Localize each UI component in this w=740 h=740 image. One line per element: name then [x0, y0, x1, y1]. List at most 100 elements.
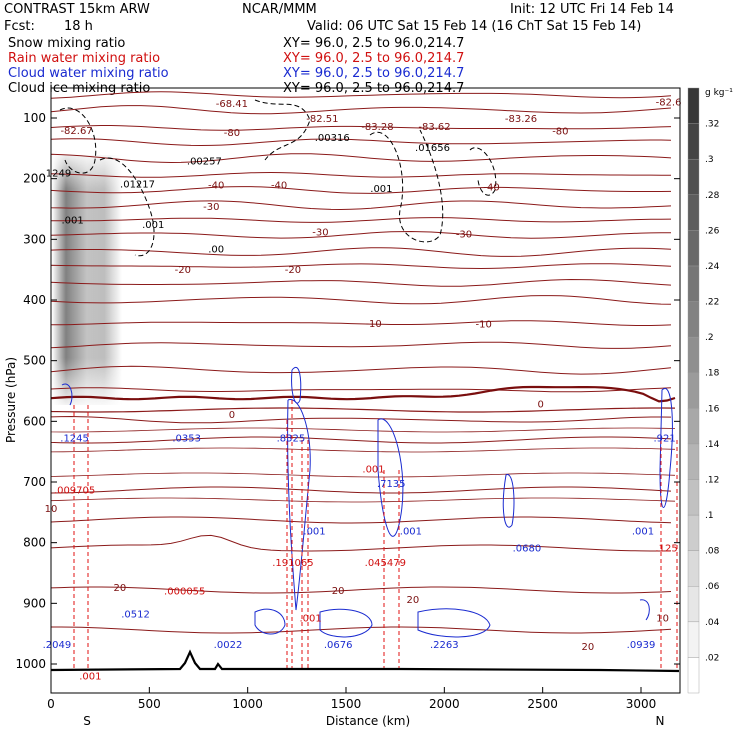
cloud-water-contour	[377, 418, 404, 537]
x-tick-label: 2500	[527, 697, 558, 711]
isotherm-line	[51, 200, 672, 211]
x-axis: 0 500 1000 1500 2000 2500 3000	[47, 687, 656, 711]
colorbar-swatch	[687, 336, 700, 373]
terrain-surface	[51, 649, 680, 673]
colorbar-tick-label: .3	[705, 155, 714, 165]
extremum-label: .00	[208, 244, 224, 255]
extremum-label: .01217	[120, 180, 155, 191]
isotherm-line	[51, 407, 676, 413]
isotherm-label: 0	[229, 410, 235, 421]
extremum-label: -83.28	[361, 122, 393, 133]
isotherm-line	[51, 486, 672, 494]
isotherm-line	[51, 497, 676, 503]
isotherm-line	[51, 436, 672, 444]
colorbar-swatch	[687, 586, 700, 623]
y-tick-label: 400	[23, 293, 46, 307]
header-init: Init: 12 UTC Fri 14 Feb 14	[510, 2, 674, 17]
colorbar-tick-label: .06	[705, 582, 720, 592]
cloud-water-contour	[639, 599, 650, 621]
x-tick-label: 3000	[626, 697, 657, 711]
isotherm-label: 20	[582, 642, 595, 653]
extremum-label: .001	[299, 613, 321, 624]
extremum-label: .0353	[172, 434, 201, 445]
extremum-label: -82.6	[656, 98, 682, 109]
isotherm-line	[51, 341, 672, 349]
cloud-water-contour	[254, 608, 286, 635]
isotherm-label: -40	[271, 181, 287, 192]
isotherm-line	[51, 534, 672, 552]
extremum-label: .01656	[415, 143, 450, 154]
extremum-label: .1249	[43, 169, 72, 180]
extremum-label: -82.67	[60, 126, 92, 137]
isotherm-line	[51, 320, 672, 326]
isotherm-line	[51, 586, 672, 594]
extremum-label: .00316	[315, 133, 350, 144]
y-tick-label: 600	[23, 414, 46, 428]
isotherm-line	[51, 387, 672, 393]
extremum-label: .045479	[365, 558, 406, 569]
isotherm-label: 10	[656, 613, 669, 624]
extremum-label: .125	[655, 544, 677, 555]
extremum-label: .2263	[430, 640, 459, 651]
colorbar: .02 .04 .06 .08 .1 .12 .14 .16 .18 .2 .22 .24 .26 .28…	[687, 87, 720, 694]
isotherm-label: -30	[456, 229, 472, 240]
isotherm-line	[51, 91, 672, 99]
colorbar-swatch	[687, 550, 700, 587]
extremum-label: .2049	[43, 640, 72, 651]
colorbar-swatch	[687, 194, 700, 231]
extremum-label: -68.41	[216, 99, 248, 110]
x-tick-label: 2000	[429, 697, 460, 711]
extremum-label: .009705	[54, 485, 95, 496]
hydrometeor-contours	[59, 99, 678, 670]
legend-snow-name: Snow mixing ratio	[8, 36, 125, 51]
y-axis-label: Pressure (hPa)	[4, 357, 18, 443]
cloud-ice-contour	[254, 99, 311, 161]
colorbar-swatch	[687, 123, 700, 160]
cloud-water-contour	[502, 474, 515, 528]
isotherm-line	[51, 217, 672, 223]
extremum-label: .921	[653, 434, 675, 445]
extremum-label: .001	[362, 465, 384, 476]
isotherm-line	[51, 516, 672, 524]
cloud-ice-contour	[59, 107, 97, 174]
isotherm-label: -10	[475, 320, 491, 331]
colorbar-swatch	[687, 514, 700, 551]
y-tick-label: 200	[23, 172, 46, 186]
colorbar-swatch	[687, 621, 700, 658]
isotherm-label: 20	[113, 583, 126, 594]
extremum-label: .001	[400, 527, 422, 538]
extremum-label: .001	[62, 215, 84, 226]
isotherm-line	[51, 105, 672, 115]
legend-rain-name: Rain water mixing ratio	[8, 51, 160, 66]
colorbar-swatch	[687, 372, 700, 409]
isotherm-line	[51, 365, 672, 375]
extremum-label: .001	[142, 220, 164, 231]
colorbar-tick-label: .22	[705, 298, 719, 308]
header-valid: Valid: 06 UTC Sat 15 Feb 14 (16 ChT Sat …	[307, 19, 641, 34]
extremum-label: .0022	[214, 640, 243, 651]
colorbar-tick-label: .32	[705, 120, 719, 130]
cloud-ice-contour	[369, 129, 444, 243]
colorbar-tick-label: .1	[705, 511, 714, 521]
legend-rain-xy: XY= 96.0, 2.5 to 96.0,214.7	[283, 51, 464, 66]
cloud-water-contour	[287, 399, 311, 611]
x-tick-label: 0	[47, 697, 55, 711]
isotherm-line	[51, 295, 672, 305]
extremum-label: -82.51	[306, 114, 338, 125]
y-tick-label: 900	[23, 596, 46, 610]
isotherm-label: -80	[552, 127, 568, 138]
x-tick-label: 1500	[331, 697, 362, 711]
extremum-label: .0676	[324, 640, 353, 651]
isotherm-label: 20	[406, 595, 419, 606]
colorbar-swatch	[687, 443, 700, 480]
cloud-ice-contour	[469, 147, 497, 196]
colorbar-swatch	[687, 301, 700, 338]
extremum-label: .001	[303, 527, 325, 538]
isotherm-line	[51, 153, 672, 164]
isotherm-label: -20	[175, 265, 191, 276]
isotherm-line	[51, 263, 672, 270]
isotherm-label: -30	[312, 227, 328, 238]
isotherm-line	[51, 415, 672, 424]
legend: Snow mixing ratio XY= 96.0, 2.5 to 96.0,…	[8, 36, 464, 96]
